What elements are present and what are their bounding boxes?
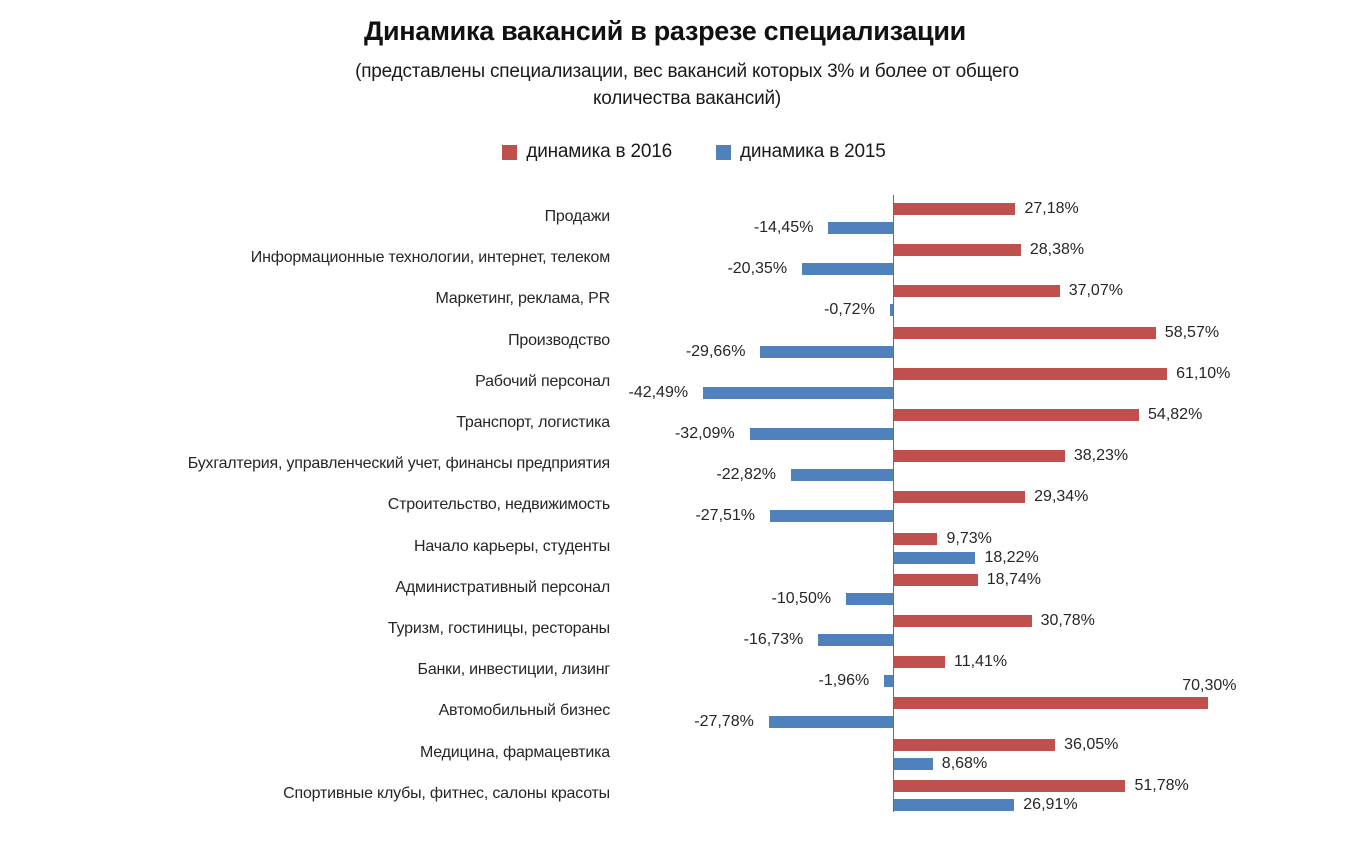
bar-2015 [894, 798, 1015, 811]
value-label-2015: -16,73% [743, 631, 804, 648]
bar-2015 [749, 428, 893, 440]
value-label-2016: 54,82% [1148, 406, 1203, 423]
bar-2016 [894, 697, 1209, 710]
bar-2016 [894, 450, 1065, 463]
bar-2015 [818, 634, 893, 646]
value-label-2016: 38,23% [1073, 447, 1129, 465]
bar-2016 [894, 656, 945, 669]
category-label: Производство [508, 331, 610, 349]
bar-2015 [894, 551, 976, 564]
value-label-2015: -1,96% [818, 672, 870, 690]
value-label-2016: 58,57% [1164, 323, 1220, 341]
bar-2015 [894, 757, 933, 770]
category-label: Административный персонал [395, 578, 610, 596]
bar-2015 [770, 510, 893, 523]
chart-subtitle: (представлены специализации, вес ваканси… [0, 58, 1348, 112]
legend-swatch-2015 [716, 144, 731, 160]
value-label-2016: 9,73% [946, 529, 992, 547]
bar-2016 [894, 738, 1056, 751]
bar-2015 [846, 592, 893, 605]
value-label-2016: 30,78% [1040, 612, 1095, 629]
bar-2016 [894, 244, 1021, 257]
bar-2016 [894, 367, 1168, 380]
legend-item-2016: динамика в 2016 [502, 141, 672, 163]
bar-2015 [760, 345, 893, 358]
category-label: Банки, инвестиции, лизинг [417, 661, 611, 679]
category-label: Маркетинг, реклама, PR [435, 290, 610, 308]
category-label: Строительство, недвижимость [387, 496, 610, 514]
legend-label-2015: динамика в 2015 [740, 141, 886, 162]
bar-2016 [894, 285, 1060, 298]
bar-2016 [894, 203, 1016, 215]
value-label-2016: 61,10% [1176, 364, 1231, 382]
value-label-2015: -27,51% [695, 507, 756, 525]
value-label-2015: -20,35% [727, 260, 788, 278]
zero-axis-line [893, 195, 894, 812]
chart-legend: динамика в 2016 динамика в 2015 [40, 141, 1348, 163]
chart-subtitle-line-2: количества вакансий) [592, 88, 782, 109]
value-label-2015: 18,22% [984, 548, 1039, 566]
category-label: Начало карьеры, студенты [414, 537, 610, 555]
value-label-2015: -10,50% [771, 589, 832, 607]
category-label: Информационные технологии, интернет, тел… [250, 249, 610, 267]
category-label: Медицина, фармацевтика [419, 743, 610, 761]
bar-2016 [894, 532, 938, 545]
value-label-2016: 36,05% [1064, 735, 1119, 753]
value-label-2015: -22,82% [716, 466, 776, 484]
bar-2015 [884, 675, 893, 688]
value-label-2016: 27,18% [1024, 200, 1079, 217]
bar-2016 [894, 409, 1140, 421]
legend-swatch-2016 [502, 144, 518, 160]
value-label-2016: 29,34% [1034, 488, 1089, 506]
bar-2016 [894, 615, 1032, 627]
chart-title: Динамика вакансий в разрезе специализаци… [364, 16, 966, 46]
value-label-2015: 8,68% [941, 754, 988, 772]
bar-2016 [894, 573, 978, 586]
value-label-2015: -29,66% [685, 342, 746, 360]
bar-2015 [790, 469, 893, 482]
bar-2015 [889, 304, 893, 317]
category-label: Спортивные клубы, фитнес, салоны красоты [283, 784, 610, 802]
value-label-2015: -27,78% [694, 713, 754, 731]
value-label-2015: 26,91% [1023, 795, 1078, 813]
value-label-2015: -14,45% [753, 219, 814, 236]
category-label: Автомобильный бизнес [438, 702, 611, 720]
bar-2015 [802, 263, 893, 276]
chart-subtitle-line-1: (представлены специализации, вес ваканси… [355, 61, 1019, 82]
value-label-2015: -32,09% [674, 425, 735, 442]
bar-2016 [894, 779, 1126, 792]
value-label-2016: 11,41% [954, 653, 1008, 671]
bar-2016 [894, 326, 1156, 339]
category-label: Туризм, гостиницы, рестораны [387, 620, 610, 637]
bar-2016 [894, 491, 1026, 504]
value-label-2016: 28,38% [1029, 241, 1085, 259]
category-label: Транспорт, логистика [456, 414, 610, 431]
value-label-2015: -0,72% [824, 301, 875, 319]
bar-2015 [703, 386, 893, 399]
bar-2015 [768, 716, 893, 729]
legend-label-2016: динамика в 2016 [526, 141, 672, 162]
category-label: Рабочий персонал [475, 372, 610, 390]
bar-2015 [828, 222, 893, 234]
category-label: Бухгалтерия, управленческий учет, финанс… [187, 455, 610, 473]
value-label-2016: 18,74% [986, 570, 1042, 588]
value-label-2016: 70,30% [1182, 677, 1237, 695]
value-label-2016: 51,78% [1134, 776, 1189, 794]
category-label: Продажи [544, 208, 611, 225]
value-label-2016: 37,07% [1068, 282, 1123, 300]
value-label-2015: -42,49% [628, 383, 689, 401]
legend-item-2015: динамика в 2015 [716, 141, 886, 163]
